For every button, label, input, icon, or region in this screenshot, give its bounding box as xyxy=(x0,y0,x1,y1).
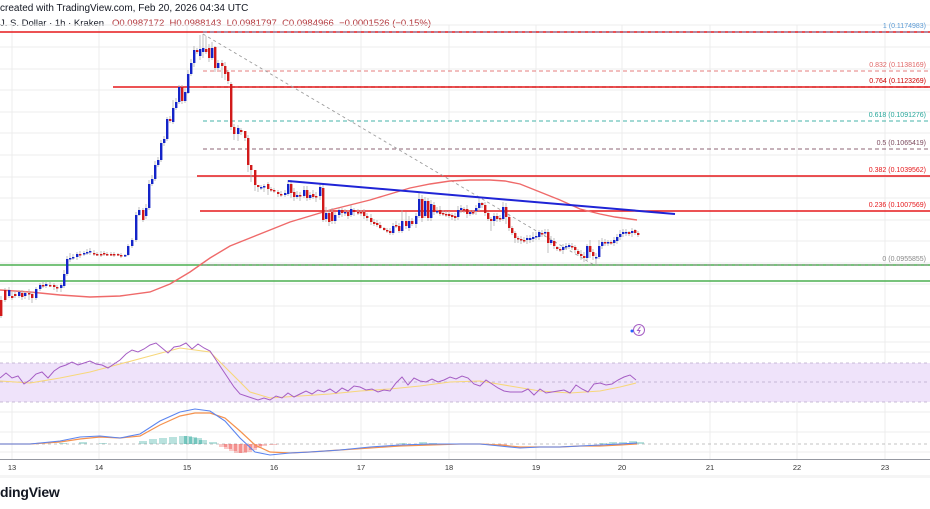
ohlc-close: C0.0984966 xyxy=(282,18,334,29)
candlestick-series xyxy=(0,34,640,318)
ohlc-change: −0.0001526 (−0.15%) xyxy=(339,18,432,29)
created-with-caption: created with TradingView.com, Feb 20, 20… xyxy=(0,3,249,14)
svg-text:0.382 (0.1039562): 0.382 (0.1039562) xyxy=(869,167,926,174)
svg-text:20: 20 xyxy=(618,463,626,472)
ohlc-low: L0.0981797 xyxy=(226,18,277,29)
svg-text:17: 17 xyxy=(357,463,365,472)
svg-text:0.832 (0.1138169): 0.832 (0.1138169) xyxy=(869,62,926,69)
moving-average-line xyxy=(0,179,638,298)
svg-text:13: 13 xyxy=(8,463,16,472)
rsi-pane xyxy=(0,362,930,403)
macd-indicator xyxy=(0,408,930,456)
svg-text:15: 15 xyxy=(183,463,191,472)
svg-text:0.764 (0.1123269): 0.764 (0.1123269) xyxy=(869,78,926,85)
svg-text:1 (0.1174983): 1 (0.1174983) xyxy=(883,23,926,30)
chart-grid xyxy=(0,24,930,478)
svg-text:21: 21 xyxy=(706,463,714,472)
svg-text:18: 18 xyxy=(445,463,453,472)
svg-text:0 (0.0955855): 0 (0.0955855) xyxy=(882,256,926,263)
svg-text:23: 23 xyxy=(881,463,889,472)
svg-text:14: 14 xyxy=(95,463,103,472)
descending-trendline[interactable] xyxy=(287,180,676,215)
symbol-title: J. S. Dollar · 1h · Kraken xyxy=(0,18,105,29)
tradingview-brand-logo: dingView xyxy=(0,484,60,500)
svg-text:16: 16 xyxy=(270,463,278,472)
ohlc-open: O0.0987172 xyxy=(111,18,165,29)
svg-text:0.5 (0.1065419): 0.5 (0.1065419) xyxy=(877,140,926,147)
svg-text:0.236 (0.1007569): 0.236 (0.1007569) xyxy=(869,202,926,209)
rsi-indicator xyxy=(0,342,637,401)
svg-text:0.618 (0.1091276): 0.618 (0.1091276) xyxy=(869,112,926,119)
fibonacci-retracement[interactable]: 1 (0.1174983) 0.832 (0.1138169) 0.764 (0.1… xyxy=(202,23,930,266)
symbol-ohlc-legend: J. S. Dollar · 1h · Kraken O0.0987172 H0… xyxy=(0,18,431,29)
alert-lightning-icon[interactable] xyxy=(630,324,645,336)
svg-text:22: 22 xyxy=(793,463,801,472)
ohlc-high: H0.0988143 xyxy=(169,18,222,29)
svg-text:19: 19 xyxy=(532,463,540,472)
time-axis[interactable]: 13 14 15 16 17 18 19 20 21 22 23 xyxy=(8,463,889,472)
